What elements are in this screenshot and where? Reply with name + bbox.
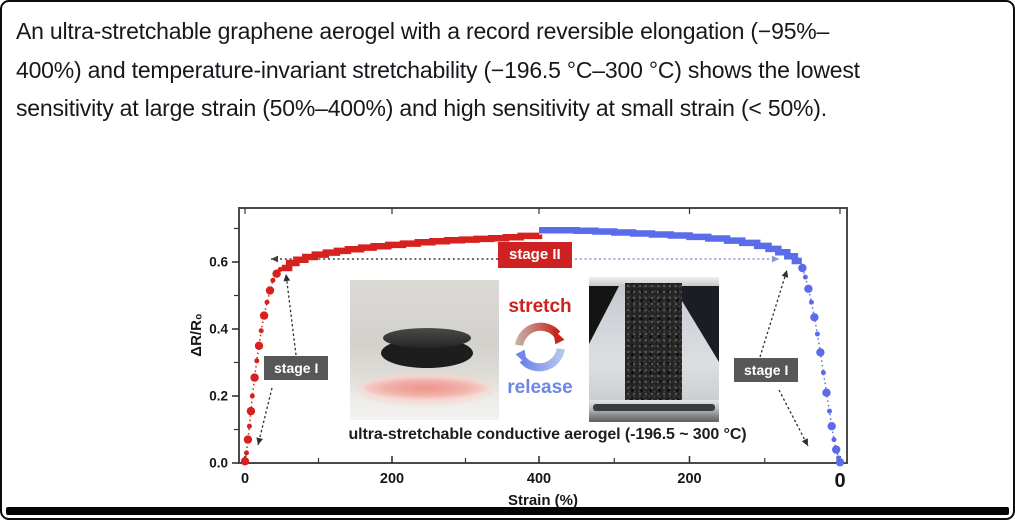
svg-text:200: 200: [677, 471, 701, 487]
stretch-release-cycle: stretch release: [501, 296, 579, 399]
stage-i-right-badge: stage I: [734, 358, 799, 383]
stretched-aerogel-photo: [589, 277, 719, 422]
stage-ii-badge: stage II: [498, 242, 572, 268]
description-line-2: 400%) and temperature-invariant stretcha…: [16, 56, 860, 83]
svg-text:200: 200: [380, 471, 404, 487]
svg-text:Strain (%): Strain (%): [508, 492, 578, 509]
pink-feather: [364, 377, 486, 399]
aerogel-disk-top: [383, 328, 471, 348]
svg-text:400: 400: [527, 471, 551, 487]
svg-text:ΔR/R₀: ΔR/R₀: [188, 313, 205, 356]
dark-background-left: [589, 286, 619, 344]
top-grip: [589, 277, 719, 286]
bottom-grip-band: [593, 404, 715, 411]
svg-text:0.4: 0.4: [209, 322, 228, 337]
release-label: release: [507, 377, 573, 398]
bottom-rule: [6, 507, 1009, 515]
svg-text:0.2: 0.2: [209, 389, 228, 404]
page-description: An ultra-stretchable graphene aerogel wi…: [16, 12, 1008, 128]
stretch-release-cycle-icon: [515, 322, 565, 372]
stage-i-left-badge: stage I: [264, 356, 329, 381]
svg-text:0.6: 0.6: [209, 255, 228, 270]
figure-caption: ultra-stretchable conductive aerogel (-1…: [348, 426, 747, 443]
svg-text:0.0: 0.0: [209, 456, 228, 471]
description-line-3: sensitivity at large strain (50%–400%) a…: [16, 95, 827, 121]
aerogel-column: [625, 283, 682, 402]
stretch-label: stretch: [508, 296, 572, 317]
svg-text:0: 0: [834, 470, 845, 492]
aerogel-on-feather-photo: [350, 280, 499, 420]
resistance-strain-chart: 0.0 0.2 0.4 0.6 0 200 400 200 0 Strain (%) ΔR/R₀: [188, 207, 848, 509]
figure: 0.0 0.2 0.4 0.6 0 200 400 200 0 Strain (%) ΔR/R₀ s…: [187, 195, 862, 513]
description-line-1: An ultra-stretchable graphene aerogel wi…: [16, 18, 830, 44]
svg-text:0: 0: [241, 471, 249, 487]
